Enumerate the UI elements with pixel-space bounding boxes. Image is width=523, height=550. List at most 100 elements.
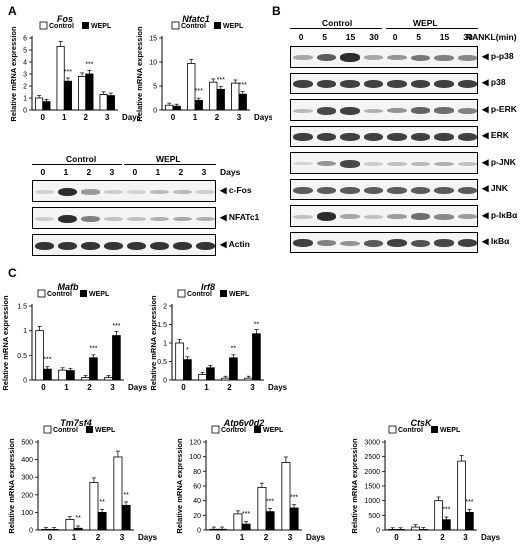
blot-band <box>340 214 360 220</box>
y-tick-label: 400 <box>21 457 33 464</box>
ctsk-title: CtsK <box>410 418 433 428</box>
bar-wepl <box>442 519 451 531</box>
blot-a-group-control: Control <box>66 154 97 164</box>
bar-wepl <box>66 370 75 381</box>
blot-band <box>434 54 454 61</box>
legend-label-wepl: WEPL <box>95 427 116 434</box>
bar-control <box>198 374 207 381</box>
bar-control <box>99 94 108 111</box>
lane-label: 30 <box>369 32 379 42</box>
y-tick-label: 1.5 <box>17 304 27 311</box>
blot-band <box>127 190 146 194</box>
x-tick-label: 1 <box>417 533 422 542</box>
blot-band <box>173 189 192 195</box>
bar-control <box>457 460 466 531</box>
y-tick-label: 10 <box>149 60 157 67</box>
significance-label: *** <box>112 323 120 330</box>
legend-label-control: Control <box>53 427 78 434</box>
significance-label: *** <box>290 495 298 502</box>
bar-wepl <box>73 527 83 531</box>
x-tick-label: 0 <box>41 113 46 122</box>
lane-label: 0 <box>132 167 138 177</box>
blot-band <box>35 241 54 251</box>
blot-band <box>363 133 383 142</box>
lane-label: 0 <box>40 167 46 177</box>
bar-wepl <box>289 507 299 531</box>
blot-band <box>293 239 313 248</box>
legend-label-wepl: WEPL <box>229 291 250 298</box>
blot-band <box>173 216 192 222</box>
x-axis-days-label: Days <box>122 113 140 122</box>
blot-strip <box>290 125 478 147</box>
blot-strip <box>290 231 478 253</box>
blot-band <box>293 214 313 219</box>
blot-band <box>58 214 77 224</box>
blot-band <box>340 106 360 115</box>
blot-band <box>410 239 430 247</box>
y-tick-label: 1 <box>163 341 167 348</box>
legend-swatch-control <box>211 425 220 434</box>
blot-band <box>58 187 77 197</box>
legend-swatch-wepl <box>220 290 227 297</box>
blot-b-control-line <box>290 28 382 29</box>
blot-band <box>196 190 215 194</box>
y-tick-label: 2000 <box>364 469 380 476</box>
y-tick-label: 5 <box>153 84 157 91</box>
blot-band <box>127 217 146 221</box>
tm7sf4-title: Tm7sf4 <box>60 418 92 428</box>
blot-strip <box>290 99 478 121</box>
significance-label: *** <box>442 506 450 513</box>
legend-label-control: Control <box>398 427 423 434</box>
panel-letter-b: B <box>272 4 281 18</box>
significance-label: *** <box>43 357 51 364</box>
blot-band <box>410 80 430 89</box>
blot-band <box>293 80 313 89</box>
bar-wepl <box>217 528 227 531</box>
x-tick-label: 0 <box>181 383 186 392</box>
y-tick-label: 80 <box>193 469 201 476</box>
blot-strip <box>290 178 478 200</box>
blot-row-label: ◀ Actin <box>220 239 250 249</box>
blot-band <box>363 108 383 113</box>
blot-band <box>434 239 454 248</box>
blot-band <box>457 239 477 248</box>
y-tick-label: 500 <box>21 440 33 447</box>
y-tick-label: 0 <box>29 528 33 535</box>
significance-label: ** <box>123 492 129 499</box>
bar-wepl <box>49 529 59 531</box>
x-tick-label: 2 <box>84 113 89 122</box>
blot-row-label: ◀ p38 <box>482 77 506 88</box>
bar-control <box>281 462 291 531</box>
bar-control <box>81 377 90 381</box>
bar-wepl <box>206 367 215 381</box>
legend-label-control: Control <box>187 291 212 298</box>
panel-letter-c: C <box>8 266 17 280</box>
blot-band <box>316 212 336 222</box>
x-tick-label: 3 <box>237 113 242 122</box>
y-tick-label: 0 <box>163 378 167 385</box>
bar-wepl <box>229 357 238 381</box>
y-tick-label: 1 <box>23 96 27 103</box>
x-tick-label: 1 <box>64 383 69 392</box>
fos-title: Fos <box>57 14 73 24</box>
blot-band <box>457 186 477 194</box>
blot-band <box>104 241 123 251</box>
bar-wepl <box>89 357 98 381</box>
y-tick-label: 15 <box>149 36 157 43</box>
bar-wepl <box>216 88 225 111</box>
blot-band <box>410 161 430 166</box>
blot-band <box>293 108 313 113</box>
legend-swatch-control <box>43 425 52 434</box>
legend-swatch-wepl <box>86 426 93 433</box>
blot-band <box>387 55 407 61</box>
mafb-title: Mafb <box>58 282 79 292</box>
bar-control <box>187 63 196 111</box>
y-tick-label: 0.5 <box>17 353 27 360</box>
blot-band <box>387 214 407 220</box>
bar-wepl <box>63 80 72 111</box>
significance-label: ** <box>75 515 81 522</box>
blot-band <box>58 241 77 251</box>
blot-panel-b: Control WEPL RANKL(min) 0 5 15 30 0 5 15 30 ◀ p-… <box>272 4 523 254</box>
